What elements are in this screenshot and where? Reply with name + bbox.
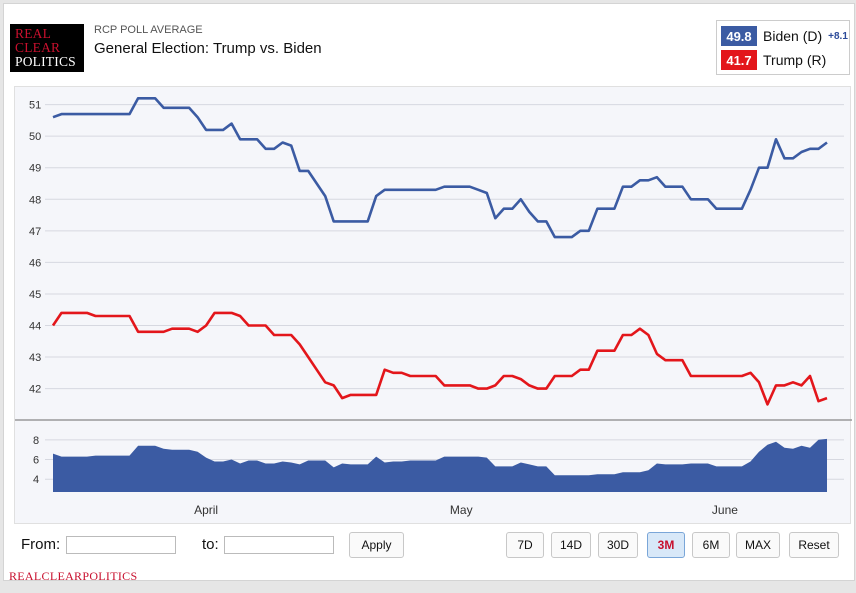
spread-area	[53, 438, 827, 492]
y-tick-51: 51	[29, 100, 41, 112]
chart-title: General Election: Trump vs. Biden	[94, 40, 322, 57]
x-month-label-april: April	[194, 503, 218, 517]
y-tick-49: 49	[29, 163, 41, 175]
chart-panel: REAL CLEAR POLITICS RCP POLL AVERAGE Gen…	[3, 3, 855, 583]
spread-value: +8.1	[828, 30, 848, 42]
spread-y-tick-6: 6	[33, 455, 39, 467]
biden-value-badge: 49.8	[721, 26, 757, 46]
range-7d-button[interactable]: 7D	[506, 532, 544, 558]
reset-button[interactable]: Reset	[789, 532, 839, 558]
biden-line	[52, 97, 828, 239]
range-6m-button[interactable]: 6M	[692, 532, 730, 558]
y-tick-45: 45	[29, 289, 41, 301]
trump-value-badge: 41.7	[721, 50, 757, 70]
footer-brand[interactable]: REALCLEARPOLITICS	[9, 569, 138, 583]
y-tick-42: 42	[29, 384, 41, 396]
rcp-logo[interactable]: REAL CLEAR POLITICS	[10, 24, 84, 72]
y-tick-50: 50	[29, 131, 41, 143]
biden-name: Biden (D)	[763, 28, 823, 44]
spread-y-tick-4: 4	[33, 474, 39, 486]
y-tick-48: 48	[29, 194, 41, 206]
legend-row-trump[interactable]: 41.7 Trump (R)	[721, 50, 826, 70]
range-30d-button[interactable]: 30D	[598, 532, 638, 558]
x-month-label-may: May	[450, 503, 473, 517]
trump-line	[51, 311, 828, 406]
y-tick-46: 46	[29, 257, 41, 269]
poll-chart[interactable]: 42 43 44 45 46 47 48 49 50 51 4 6 8 April May June	[14, 86, 852, 524]
to-label: to:	[202, 536, 219, 553]
apply-button[interactable]: Apply	[349, 532, 404, 558]
x-month-label-june: June	[712, 503, 738, 517]
to-date-input[interactable]	[224, 536, 334, 554]
from-label: From:	[21, 536, 61, 553]
range-14d-button[interactable]: 14D	[551, 532, 591, 558]
legend-row-biden[interactable]: 49.8 Biden (D) +8.1	[721, 26, 848, 46]
y-tick-44: 44	[29, 320, 41, 332]
legend: 49.8 Biden (D) +8.1 41.7 Trump (R)	[716, 20, 850, 75]
poll-average-label: RCP POLL AVERAGE	[94, 24, 203, 36]
y-tick-43: 43	[29, 352, 41, 364]
spread-y-tick-8: 8	[33, 435, 39, 447]
trump-name: Trump (R)	[763, 52, 827, 68]
range-max-button[interactable]: MAX	[736, 532, 780, 558]
from-date-input[interactable]	[66, 536, 176, 554]
range-3m-button[interactable]: 3M	[647, 532, 685, 558]
y-tick-47: 47	[29, 226, 41, 238]
